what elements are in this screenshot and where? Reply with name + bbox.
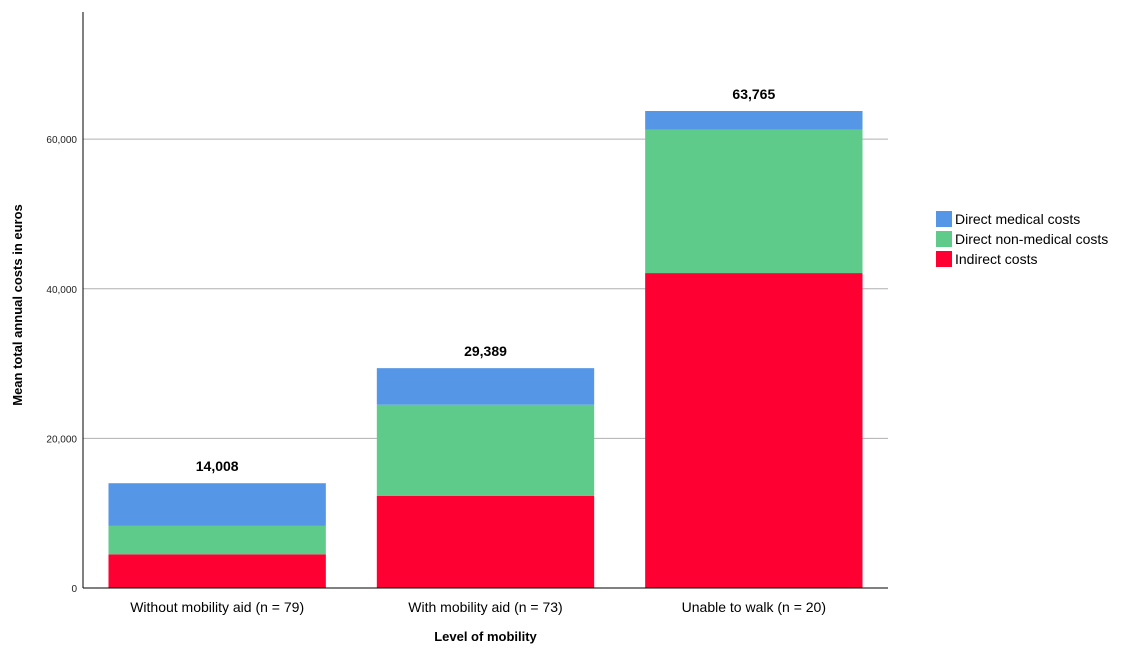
bar-segment — [108, 554, 326, 588]
y-tick-label: 0 — [71, 584, 77, 595]
legend-label: Direct medical costs — [955, 211, 1080, 227]
y-tick-labels: 0 20,000 40,000 60,000 — [46, 135, 77, 595]
bar-segment — [645, 111, 863, 130]
x-tick-labels: Without mobility aid (n = 79) With mobili… — [130, 599, 826, 615]
x-tick-label: With mobility aid (n = 73) — [408, 599, 562, 615]
y-axis-title: Mean total annual costs in euros — [10, 204, 25, 406]
legend-label: Direct non-medical costs — [955, 231, 1108, 247]
x-tick-label: Without mobility aid (n = 79) — [130, 599, 304, 615]
y-tick-label: 20,000 — [46, 434, 77, 445]
y-tick-label: 40,000 — [46, 285, 77, 296]
bar-segment — [645, 129, 863, 274]
bars — [108, 111, 863, 588]
legend-swatch — [936, 251, 952, 267]
legend-label: Indirect costs — [955, 251, 1037, 267]
x-axis-title: Level of mobility — [434, 629, 537, 644]
bar-segment — [376, 404, 595, 496]
legend-swatch — [936, 231, 952, 247]
bar-segment — [645, 273, 863, 588]
total-label: 14,008 — [196, 458, 239, 474]
y-tick-label: 60,000 — [46, 135, 77, 146]
total-labels: 14,008 29,389 63,765 — [196, 86, 776, 474]
x-tick-label: Unable to walk (n = 20) — [682, 599, 826, 615]
bar-segment — [108, 525, 326, 555]
legend: Direct medical costs Direct non-medical c… — [936, 211, 1108, 267]
bar-segment — [376, 368, 595, 405]
bar-segment — [108, 483, 326, 526]
total-label: 29,389 — [464, 343, 507, 359]
total-label: 63,765 — [732, 86, 775, 102]
bar-segment — [376, 495, 595, 588]
legend-swatch — [936, 211, 952, 227]
